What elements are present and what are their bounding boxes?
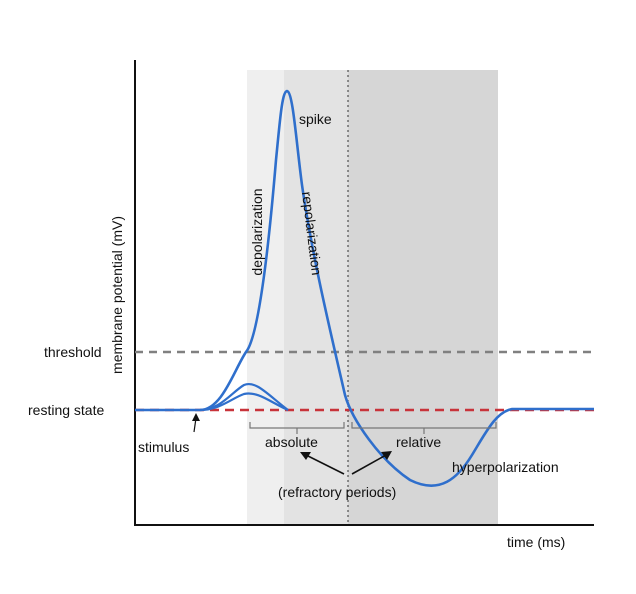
subthreshold-response-2 <box>199 392 289 412</box>
subthreshold-response-1 <box>199 382 289 412</box>
relative-label: relative <box>396 434 441 450</box>
y-axis-label: membrane potential (mV) <box>109 216 125 374</box>
resting-state-label: resting state <box>28 402 104 418</box>
depolarization-label: depolarization <box>249 188 265 275</box>
absolute-pointer-head <box>300 452 311 460</box>
action-potential-trace <box>135 89 594 487</box>
stimulus-label: stimulus <box>138 439 189 455</box>
absolute-label: absolute <box>265 434 318 450</box>
relative-bracket <box>351 422 497 434</box>
absolute-bracket <box>249 422 345 434</box>
absolute-refractory-band <box>284 70 348 525</box>
threshold-label: threshold <box>44 344 102 360</box>
absolute-pointer <box>305 454 345 475</box>
relative-pointer <box>351 454 387 475</box>
spike-label: spike <box>299 111 332 127</box>
refractory-periods-label: (refractory periods) <box>278 484 396 500</box>
relative-refractory-band <box>348 70 498 525</box>
relative-pointer-head <box>381 451 392 460</box>
hyperpolarization-label: hyperpolarization <box>452 459 559 475</box>
stimulus-arrowhead <box>192 413 200 421</box>
x-axis-label: time (ms) <box>507 534 565 550</box>
